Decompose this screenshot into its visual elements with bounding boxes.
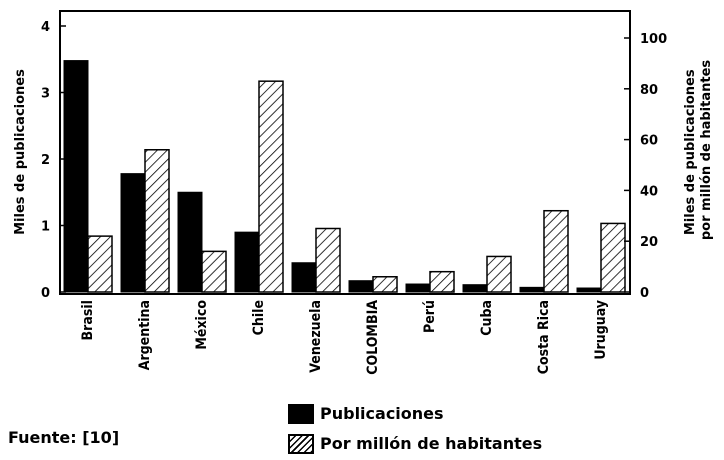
bar-por-millon-argentina: [144, 149, 170, 293]
legend-item-publicaciones: Publicaciones: [288, 399, 542, 429]
left-tick-label: 0: [41, 286, 50, 301]
bar-publicaciones-colombia: [348, 280, 374, 293]
legend-label-publicaciones: Publicaciones: [320, 404, 444, 423]
right-axis-ticks: 0 20 40 60 80 100: [624, 32, 667, 301]
category-label-costa-rica: Costa Rica: [536, 300, 552, 374]
category-label-chile: Chile: [251, 300, 267, 335]
bar-chart: 0 1 2 3 4 0 20 40 60 80 100 Brasil Argentina México…: [13, 10, 714, 375]
right-tick-label: 60: [640, 134, 658, 149]
bar-por-millon-cuba: [486, 255, 512, 293]
left-tick-label: 1: [41, 220, 50, 235]
category-label-uruguay: Uruguay: [593, 300, 609, 360]
legend: Publicaciones Por millón de habitantes: [288, 399, 542, 459]
right-tick-label: 80: [640, 83, 658, 98]
left-axis-ticks: 0 1 2 3 4: [41, 20, 66, 301]
bar-publicaciones-brasil: [63, 60, 89, 293]
right-tick-label: 20: [640, 235, 658, 250]
bar-por-millon-costa-rica: [543, 209, 569, 293]
bar-por-millon-colombia: [372, 276, 398, 293]
bar-por-millon-uruguay: [600, 222, 626, 293]
category-label-cuba: Cuba: [479, 300, 495, 336]
category-label-venezuela: Venezuela: [308, 300, 324, 373]
bar-por-millon-chile: [258, 80, 284, 293]
right-tick-label: 0: [640, 286, 649, 301]
bar-publicaciones-argentina: [120, 173, 146, 293]
right-axis-title: Miles de publicaciones por millón de hab…: [683, 60, 714, 241]
legend-label-por-millon: Por millón de habitantes: [320, 434, 543, 453]
right-tick-label: 40: [640, 184, 658, 199]
category-label-argentina: Argentina: [137, 300, 153, 370]
left-tick-label: 4: [41, 20, 50, 35]
category-label-peru: Perú: [422, 300, 438, 333]
right-axis-title-line-2: por millón de habitantes: [699, 60, 714, 241]
category-labels: Brasil Argentina México Chile Venezuela COLOM…: [80, 300, 609, 375]
legend-item-por-millon: Por millón de habitantes: [288, 429, 542, 459]
bar-por-millon-mexico: [201, 250, 227, 293]
bar-por-millon-peru: [429, 270, 455, 293]
category-label-mexico: México: [194, 300, 210, 350]
legend-swatch-solid: [288, 404, 314, 424]
bar-publicaciones-venezuela: [291, 262, 317, 293]
right-tick-label: 100: [640, 32, 667, 47]
bar-publicaciones-mexico: [177, 191, 203, 293]
right-axis-title-line-1: Miles de publicaciones: [683, 69, 698, 235]
category-label-colombia: COLOMBIA: [365, 300, 381, 375]
legend-swatch-hatched: [288, 434, 314, 454]
plot-frame: [59, 10, 631, 295]
bar-publicaciones-chile: [234, 231, 260, 293]
left-tick-label: 3: [41, 87, 50, 102]
bar-publicaciones-uruguay: [576, 287, 602, 293]
left-tick-label: 2: [41, 153, 50, 168]
bars-group: [63, 60, 626, 293]
bar-publicaciones-cuba: [462, 284, 488, 293]
bar-por-millon-venezuela: [315, 227, 341, 293]
left-axis-title: Miles de publicaciones: [13, 69, 28, 235]
bar-por-millon-brasil: [87, 235, 113, 293]
category-label-brasil: Brasil: [80, 300, 96, 340]
bar-publicaciones-peru: [405, 283, 431, 293]
source-note: Fuente: [10]: [8, 428, 120, 447]
bar-publicaciones-costa-rica: [519, 286, 545, 293]
